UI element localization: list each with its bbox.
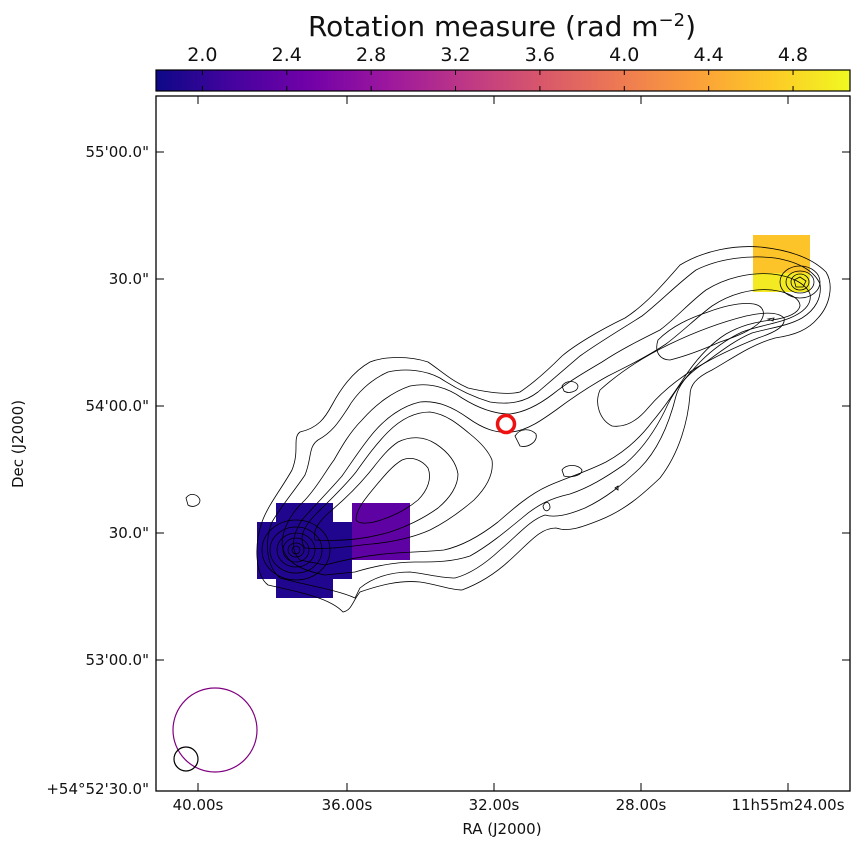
core-marker [495,413,517,435]
radio-contours [185,246,831,613]
y-tick-label-1: 55'00.0" [85,143,149,161]
contour-east-hotspot-6 [291,545,301,555]
rm-pixel-east-2 [276,503,333,598]
axis-ticks [156,96,850,791]
x-tick-label-5: 11h55m24.00s [731,796,844,814]
contour-west-hotspot-3 [790,273,810,291]
x-axis-title: RA (J2000) [462,820,541,838]
large-beam [172,687,258,773]
contour-level-5 [301,411,493,549]
contour-level-1 [256,246,831,613]
rm-pixel-west-top [753,235,810,273]
contour-island-5 [542,502,551,512]
colorbar-title: Rotation measure (rad m−2) [308,10,696,44]
colorbar-title-exponent: −2 [659,10,686,31]
contour-east-hotspot-3 [276,532,316,568]
plot-frame [155,95,851,792]
contour-island-1 [185,494,201,507]
contour-west-hotspot-4 [793,276,807,288]
contour-island-7 [614,485,619,491]
colorbar-tick-label: 4.8 [778,44,808,66]
plot-area [155,95,851,792]
contour-level-6 [313,437,459,541]
contour-west-hotspot-2 [785,270,815,294]
colorbar-tick-label: 3.2 [440,44,470,66]
y-tick-label-6: +54°52'30.0" [46,780,149,798]
y-tick-label-3: 54'00.0" [85,397,149,415]
contour-east-hotspot-2 [269,526,323,574]
small-beam [173,746,199,772]
contour-east-hotspot-4 [282,537,310,563]
x-tick-label-1: 40.00s [173,796,224,814]
rm-pixel-east-3 [257,560,276,579]
contour-east-hotspot-5 [287,542,305,558]
colorbar-tick-label: 4.4 [694,44,724,66]
contour-level-7 [355,458,430,524]
colorbar-ticks: 2.0 2.4 2.8 3.2 3.6 4.0 4.4 4.8 [187,44,808,91]
plot-background [156,96,850,791]
colorbar: Rotation measure (rad m−2) 2.0 2.4 2.8 3.2 3… [155,10,851,92]
y-tick-label-4: 30.0" [109,524,149,542]
colorbar-tick-label: 2.0 [187,44,217,66]
colorbar-tick-label: 3.6 [525,44,555,66]
y-tick-label-5: 53'00.0" [85,651,149,669]
colorbar-tick-label: 4.0 [609,44,639,66]
contour-east-hotspot-1 [261,519,331,581]
contour-island-4 [561,465,583,478]
x-tick-label-2: 36.00s [322,796,373,814]
contour-level-3 [281,273,811,576]
y-tick-labels: 55'00.0" 30.0" 54'00.0" 30.0" 53'00.0" +… [46,143,149,798]
colorbar-title-close: ) [685,10,696,43]
x-tick-labels: 40.00s 36.00s 32.00s 28.00s 11h55m24.00s [173,796,845,814]
rm-pixel-center-east [352,503,410,560]
colorbar-tick-label: 2.4 [272,44,302,66]
contour-west-hotspot-1 [779,265,821,299]
contour-lobe-west-inner [656,303,764,361]
contour-level-4 [293,289,801,566]
colorbar-gradient-bar [155,69,851,92]
colorbar-title-main: Rotation measure (rad m [308,10,659,43]
y-tick-label-2: 30.0" [109,270,149,288]
contour-island-6 [766,317,775,322]
contour-island-3 [514,429,537,447]
contour-island-2 [561,381,579,393]
x-tick-label-4: 28.00s [616,796,667,814]
x-tick-label-3: 32.00s [469,796,520,814]
contour-lobe-west-mid [597,312,785,427]
y-axis-title: Dec (J2000) [9,400,27,488]
contour-level-2 [267,256,821,599]
colorbar-tick-label: 2.8 [356,44,386,66]
